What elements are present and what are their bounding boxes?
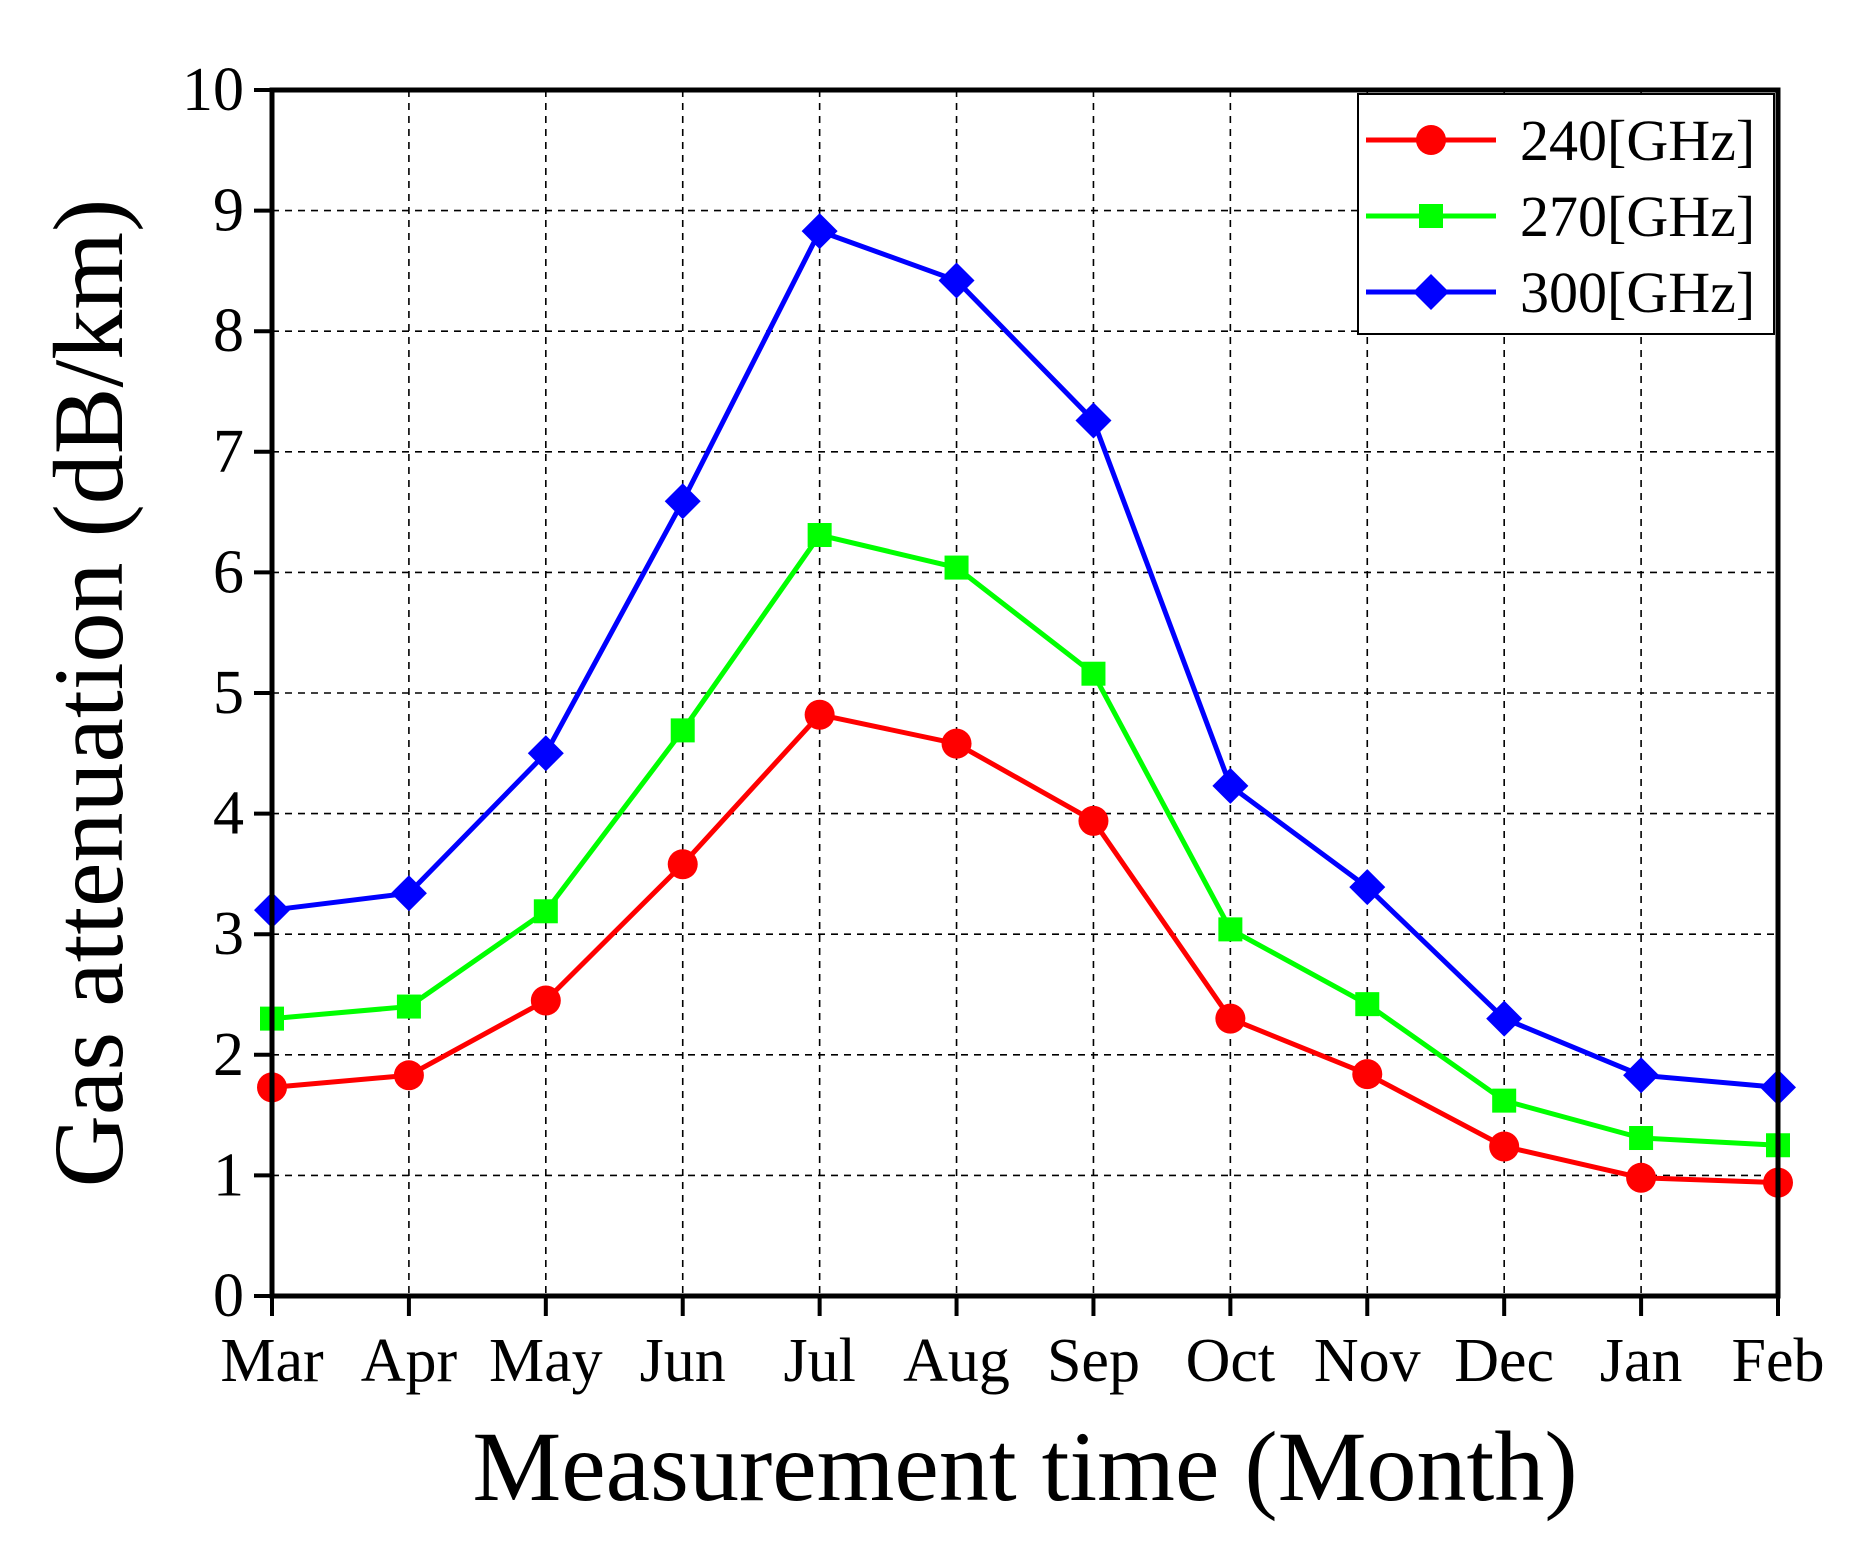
y-tick-label: 9 <box>213 177 244 245</box>
data-point-240-ghz <box>393 1060 424 1091</box>
data-point-240-ghz <box>1626 1162 1657 1193</box>
data-point-300-ghz <box>1212 767 1249 804</box>
legend-label: 270[GHz] <box>1520 184 1755 249</box>
data-point-300-ghz <box>1623 1057 1660 1094</box>
x-tick-label: Jan <box>1600 1327 1683 1395</box>
data-point-240-ghz <box>530 985 561 1016</box>
legend-label: 240[GHz] <box>1520 108 1755 173</box>
data-point-300-ghz <box>1075 402 1112 439</box>
x-tick-label: Sep <box>1047 1327 1140 1395</box>
x-tick-label: Dec <box>1454 1327 1554 1395</box>
series-line-240-ghz <box>271 712 1779 1186</box>
data-point-300-ghz <box>1486 1000 1523 1037</box>
data-point-240-ghz <box>1489 1131 1520 1162</box>
x-tick-label: Jul <box>783 1327 855 1395</box>
data-point-270-ghz <box>1492 1088 1517 1113</box>
data-point-270-ghz <box>944 555 969 580</box>
data-point-270-ghz <box>1629 1126 1654 1151</box>
y-tick-label: 3 <box>213 900 244 968</box>
series-group <box>254 213 1796 1198</box>
y-tick-label: 2 <box>213 1021 244 1089</box>
data-point-270-ghz <box>396 994 421 1019</box>
data-point-240-ghz <box>1352 1059 1383 1090</box>
y-tick-label: 4 <box>213 780 244 848</box>
x-tick-label: Jun <box>640 1327 726 1395</box>
y-axis-title: Gas attenuation (dB/km) <box>33 199 144 1188</box>
legend-item: 300[GHz] <box>1366 260 1755 325</box>
data-point-240-ghz <box>1215 1003 1246 1034</box>
y-tick-label: 10 <box>182 56 244 124</box>
data-point-300-ghz <box>938 262 975 299</box>
legend: 240[GHz] 270[GHz] 300[GHz] <box>1357 93 1775 335</box>
y-tick-label: 5 <box>213 659 244 727</box>
data-point-300-ghz <box>390 875 427 912</box>
data-point-270-ghz <box>1218 917 1243 942</box>
data-point-270-ghz <box>533 899 558 924</box>
y-tick-label: 0 <box>213 1262 244 1330</box>
data-point-300-ghz <box>1349 869 1386 906</box>
x-tick-label: Feb <box>1732 1327 1825 1395</box>
data-point-300-ghz <box>664 483 701 520</box>
series-300-ghz <box>254 213 1796 1106</box>
legend-marker <box>1419 204 1443 228</box>
series-270-ghz <box>260 523 1790 1158</box>
series-240-ghz <box>257 699 1793 1198</box>
data-point-240-ghz <box>804 699 835 730</box>
series-line-300-ghz <box>271 228 1779 1090</box>
x-tick-label: Oct <box>1186 1327 1276 1395</box>
y-tick-label: 7 <box>213 418 244 486</box>
x-tick-label: Nov <box>1314 1327 1421 1395</box>
data-point-300-ghz <box>527 735 564 772</box>
x-tick-label: Apr <box>361 1327 458 1395</box>
x-axis-title: Measurement time (Month) <box>472 1411 1577 1522</box>
data-point-240-ghz <box>941 728 972 759</box>
data-point-300-ghz <box>801 213 838 250</box>
series-line-270-ghz <box>271 532 1779 1148</box>
x-tick-label: Aug <box>903 1327 1010 1395</box>
legend-item: 270[GHz] <box>1366 184 1755 249</box>
y-tick-label: 1 <box>213 1141 244 1209</box>
legend-marker <box>1413 274 1449 310</box>
axes: 0 1 2 3 4 5 6 7 8 9 10 Mar Apr May Jun Jul Aug Sep Oct Nov D… <box>182 56 1825 1395</box>
data-point-270-ghz <box>807 523 832 548</box>
x-tick-label: Mar <box>220 1327 324 1395</box>
legend-marker <box>1416 125 1446 155</box>
data-point-270-ghz <box>670 718 695 743</box>
data-point-240-ghz <box>667 849 698 880</box>
data-point-270-ghz <box>1081 661 1106 686</box>
x-tick-label: May <box>489 1327 603 1395</box>
data-point-240-ghz <box>1078 805 1109 836</box>
y-tick-label: 6 <box>213 538 244 606</box>
data-point-270-ghz <box>1355 992 1380 1017</box>
y-tick-label: 8 <box>213 297 244 365</box>
legend-label: 300[GHz] <box>1520 260 1755 325</box>
legend-item: 240[GHz] <box>1366 108 1755 173</box>
